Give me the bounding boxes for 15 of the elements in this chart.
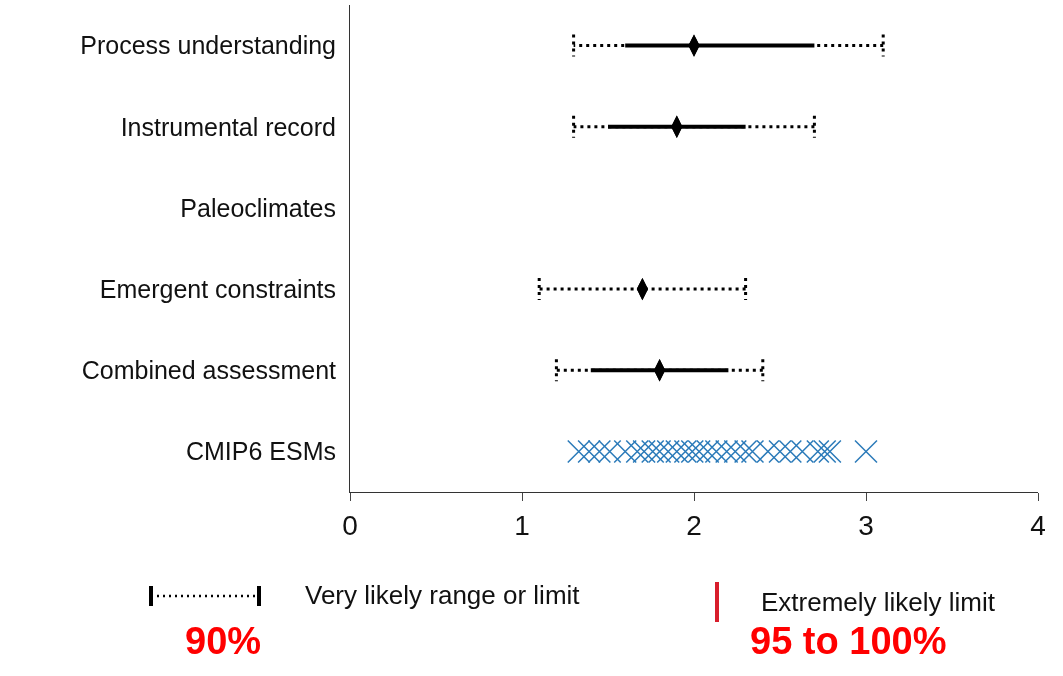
y-tick-label: Instrumental record (120, 112, 336, 141)
x-tick-label: 3 (858, 509, 874, 541)
x-tick-label: 2 (686, 509, 702, 541)
x-tick-label: 1 (514, 509, 530, 541)
y-tick-label: Process understanding (80, 31, 336, 60)
y-tick-label: Emergent constraints (99, 274, 336, 303)
y-tick-label: Combined assessment (81, 356, 337, 384)
text: 95 to 100% (750, 620, 947, 662)
text: Extremely likely limit (761, 586, 996, 618)
legend-label: Very likely range or limit (305, 580, 580, 611)
y-tick-label: Paleoclimates (180, 193, 336, 222)
x-tick-label: 4 (1030, 509, 1046, 541)
x-tick-label: 0 (342, 509, 358, 541)
y-tick-label: CMIP6 ESMs (185, 437, 336, 466)
text: 90% (185, 620, 262, 662)
